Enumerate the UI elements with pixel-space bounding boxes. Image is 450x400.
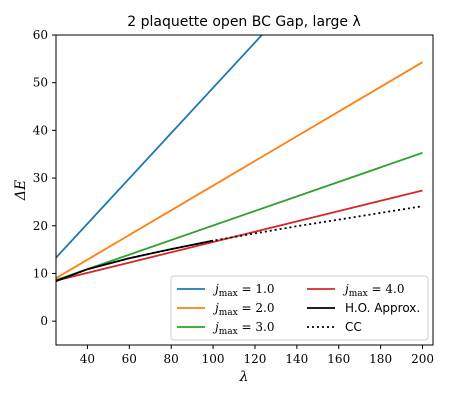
y-tick-label: 20: [33, 219, 48, 233]
legend: jmax = 1.0 jmax = 2.0 jmax = 3.0 jmax = 4.0…: [170, 275, 429, 341]
y-tick-label: 50: [33, 76, 48, 90]
y-tick-label: 40: [33, 123, 48, 137]
y-axis-label: ΔE: [13, 180, 29, 201]
series-line-5: [56, 205, 423, 282]
legend-label: jmax = 4.0: [342, 282, 405, 299]
x-tick-label: 80: [164, 352, 179, 366]
chart-title: 2 plaquette open BC Gap, large λ: [127, 14, 361, 30]
x-tick-label: 60: [122, 352, 137, 366]
x-tick-label: 100: [202, 352, 225, 366]
legend-label: jmax = 1.0: [212, 282, 275, 299]
x-tick-label: 140: [285, 352, 308, 366]
series-line-3: [56, 189, 423, 282]
x-axis: 40 60 80 100 120 140 160 180 200: [80, 345, 434, 366]
legend-box: [170, 275, 429, 341]
y-tick-label: 30: [33, 171, 48, 185]
x-tick-label: 200: [411, 352, 434, 366]
series-layer: [56, 35, 423, 282]
y-axis: 0 10 20 30 40 50 60: [33, 28, 56, 328]
series-line-0: [56, 35, 264, 259]
series-line-1: [56, 61, 423, 279]
y-tick-label: 10: [33, 266, 48, 280]
x-tick-label: 120: [244, 352, 267, 366]
y-tick-label: 0: [40, 314, 48, 328]
x-tick-label: 160: [327, 352, 350, 366]
y-tick-label: 60: [33, 28, 48, 42]
series-line-2: [56, 151, 423, 281]
x-tick-label: 180: [369, 352, 392, 366]
x-axis-label: λ: [239, 369, 249, 385]
legend-label: H.O. Approx.: [345, 301, 420, 315]
legend-label: CC: [345, 320, 362, 334]
legend-label: jmax = 3.0: [212, 320, 275, 337]
legend-label: jmax = 2.0: [212, 301, 275, 318]
plot-frame: [55, 34, 434, 346]
x-tick-label: 40: [80, 352, 95, 366]
